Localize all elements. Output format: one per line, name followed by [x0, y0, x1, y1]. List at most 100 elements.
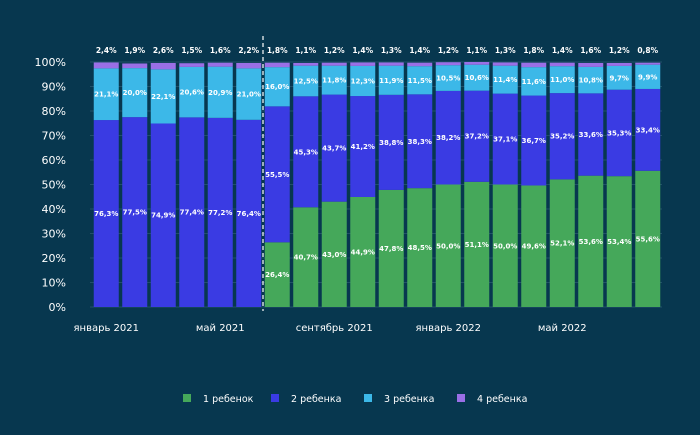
y-tick-label: 100%: [35, 56, 66, 69]
data-label: 77,2%: [208, 209, 232, 217]
bar-segment: [207, 62, 233, 67]
data-label: 1,1%: [295, 46, 316, 55]
bar-segment: [635, 62, 661, 65]
data-label: 21,0%: [237, 91, 261, 99]
data-label: 11,4%: [493, 76, 517, 84]
data-label: 55,6%: [636, 235, 660, 243]
bar-segment: [435, 62, 461, 66]
bar-segment: [606, 176, 632, 307]
data-label: 44,9%: [351, 248, 375, 256]
legend: 1 ребенок 2 ребенка 3 ребенка 4 ребенка: [183, 394, 527, 405]
data-label: 35,2%: [550, 133, 574, 141]
data-label: 55,5%: [265, 171, 289, 179]
bar-segment: [350, 62, 376, 66]
data-label: 35,3%: [607, 129, 631, 137]
x-tick-label: май 2021: [196, 323, 245, 334]
bar-segment: [236, 62, 262, 69]
data-label: 2,2%: [238, 46, 259, 55]
bar-segment: [407, 94, 433, 189]
legend-swatch: [271, 394, 279, 402]
x-axis: январь 2021 май 2021 сентябрь 2021 январь 2…: [74, 323, 587, 334]
bar-segment: [378, 189, 404, 307]
bar-segment: [549, 179, 575, 307]
bar-segment: [122, 68, 148, 118]
bar-segment: [492, 65, 518, 94]
data-label: 20,9%: [208, 89, 232, 97]
bar-segment: [492, 184, 518, 307]
data-label: 76,3%: [94, 210, 118, 218]
y-tick-label: 40%: [42, 203, 66, 216]
data-label: 38,8%: [379, 139, 403, 147]
data-label: 1,3%: [381, 46, 402, 55]
data-label: 1,1%: [466, 46, 487, 55]
bar-segment: [293, 207, 319, 307]
data-label: 20,0%: [123, 89, 147, 97]
data-label: 48,5%: [408, 244, 432, 252]
data-label: 2,6%: [153, 46, 174, 55]
data-label: 9,7%: [610, 74, 629, 82]
bar-segment: [435, 90, 461, 185]
bar-segment: [578, 175, 604, 307]
data-label: 77,4%: [180, 209, 204, 217]
bar-segment: [321, 65, 347, 95]
data-label: 1,6%: [210, 46, 231, 55]
bar-segment: [549, 66, 575, 94]
legend-swatch: [457, 394, 465, 402]
data-label: 37,2%: [465, 133, 489, 141]
legend-label: 4 ребенка: [477, 394, 527, 405]
bar-segment: [207, 66, 233, 118]
data-label: 74,9%: [151, 212, 175, 220]
bar-segment: [179, 63, 205, 67]
data-label: 50,0%: [436, 242, 460, 250]
data-label: 40,7%: [294, 254, 318, 262]
data-label: 77,5%: [123, 209, 147, 217]
data-label: 1,8%: [267, 46, 288, 55]
data-label: 1,8%: [523, 46, 544, 55]
bar-segment: [578, 62, 604, 67]
data-label: 38,3%: [408, 138, 432, 146]
data-label: 1,3%: [495, 46, 516, 55]
top-labels: 2,4% 1,9% 2,6% 1,5% 1,6% 2,2% 1,8% 1,1% 1,2% 1,4%…: [96, 46, 659, 55]
bar-segment: [293, 65, 319, 97]
bar-segment: [93, 120, 119, 307]
bar-segment: [606, 62, 632, 66]
y-tick-label: 80%: [42, 105, 66, 118]
bar-segment: [407, 66, 433, 95]
data-label: 43,7%: [322, 145, 346, 153]
bar-segment: [150, 123, 176, 308]
bar-segment: [93, 68, 119, 121]
gridlines: [90, 61, 662, 308]
bar-segment: [207, 117, 233, 307]
bar-segment: [578, 93, 604, 176]
data-label: 76,4%: [237, 210, 261, 218]
bar-segment: [264, 67, 290, 107]
bar-segment: [321, 201, 347, 307]
legend-label: 1 ребенок: [203, 394, 254, 405]
bar-segment: [407, 62, 433, 67]
data-label: 11,0%: [550, 76, 574, 84]
bar-segment: [549, 93, 575, 180]
data-label: 1,2%: [438, 46, 459, 55]
data-label: 38,2%: [436, 134, 460, 142]
data-label: 36,7%: [522, 137, 546, 145]
legend-swatch: [183, 394, 191, 402]
bar-segment: [378, 94, 404, 190]
data-label: 16,0%: [265, 83, 289, 91]
x-tick-label: январь 2022: [416, 323, 481, 334]
bar-segment: [236, 119, 262, 307]
bar-segment: [293, 62, 319, 66]
bar-segment: [492, 62, 518, 66]
bar-segment: [635, 64, 661, 89]
data-label: 11,6%: [522, 78, 546, 86]
y-tick-label: 90%: [42, 81, 66, 94]
data-label: 11,5%: [408, 77, 432, 85]
bar-segment: [150, 62, 176, 70]
bar-segment: [549, 62, 575, 67]
bar-segment: [264, 242, 290, 307]
bar-segment: [321, 94, 347, 202]
bar-segment: [635, 88, 661, 171]
data-label: 51,1%: [465, 241, 489, 249]
y-tick-label: 60%: [42, 154, 66, 167]
bar-segment: [236, 68, 262, 120]
